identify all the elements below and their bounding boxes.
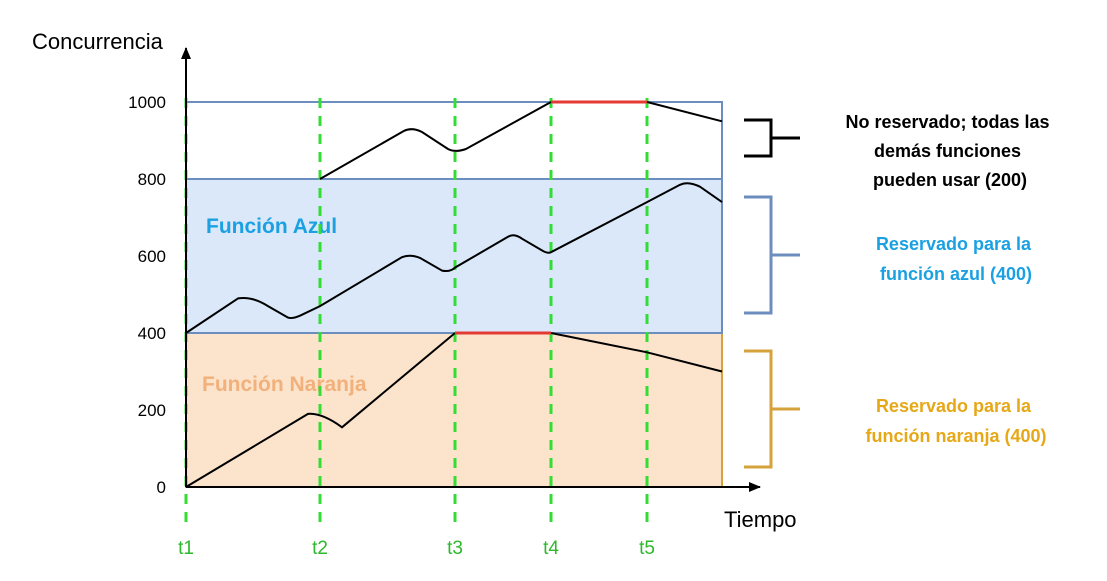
blue-reserved-line-2: función azul (400) [880, 264, 1032, 284]
marker-label-t4: t4 [543, 538, 559, 559]
unreserved-bracket [744, 118, 800, 158]
blue-reserved-annotation: Reservado para la función azul (400) [876, 234, 1036, 284]
unreserved-series [319, 101, 723, 180]
orange-reserved-annotation: Reservado para la función naranja (400) [865, 396, 1046, 446]
orange-reserved-bracket [744, 349, 800, 469]
y-tick-400: 400 [138, 324, 166, 343]
orange-reserved-line-1: Reservado para la [876, 396, 1032, 416]
y-tick-0: 0 [157, 478, 166, 497]
y-tick-800: 800 [138, 170, 166, 189]
x-axis-title: Tiempo [724, 507, 797, 532]
unreserved-line-1: No reservado; todas las [845, 112, 1049, 132]
blue-function-label: Función Azul [206, 215, 337, 238]
orange-function-series [185, 332, 723, 488]
blue-function-series [185, 182, 723, 334]
orange-reserved-line-2: función naranja (400) [865, 426, 1046, 446]
reservation-brackets [744, 118, 800, 469]
orange-function-label: Función Naranja [202, 373, 367, 396]
y-tick-labels: 0 200 400 600 800 1000 [128, 93, 166, 497]
unreserved-line-3: pueden usar (200) [873, 170, 1027, 190]
y-axis-title: Concurrencia [32, 29, 164, 54]
time-marker-labels: t1 t2 t3 t4 t5 [178, 538, 655, 559]
y-tick-1000: 1000 [128, 93, 166, 112]
unreserved-line-2: demás funciones [874, 141, 1021, 161]
y-tick-200: 200 [138, 401, 166, 420]
blue-reserved-bracket [744, 195, 800, 315]
marker-label-t3: t3 [447, 538, 463, 559]
blue-reserved-line-1: Reservado para la [876, 234, 1032, 254]
concurrency-series [185, 100, 723, 488]
blue-reserved-band [185, 178, 723, 334]
marker-label-t5: t5 [639, 538, 655, 559]
marker-label-t1: t1 [178, 538, 194, 559]
marker-label-t2: t2 [312, 538, 328, 559]
y-tick-600: 600 [138, 247, 166, 266]
unreserved-annotation: No reservado; todas las demás funciones … [845, 112, 1054, 190]
